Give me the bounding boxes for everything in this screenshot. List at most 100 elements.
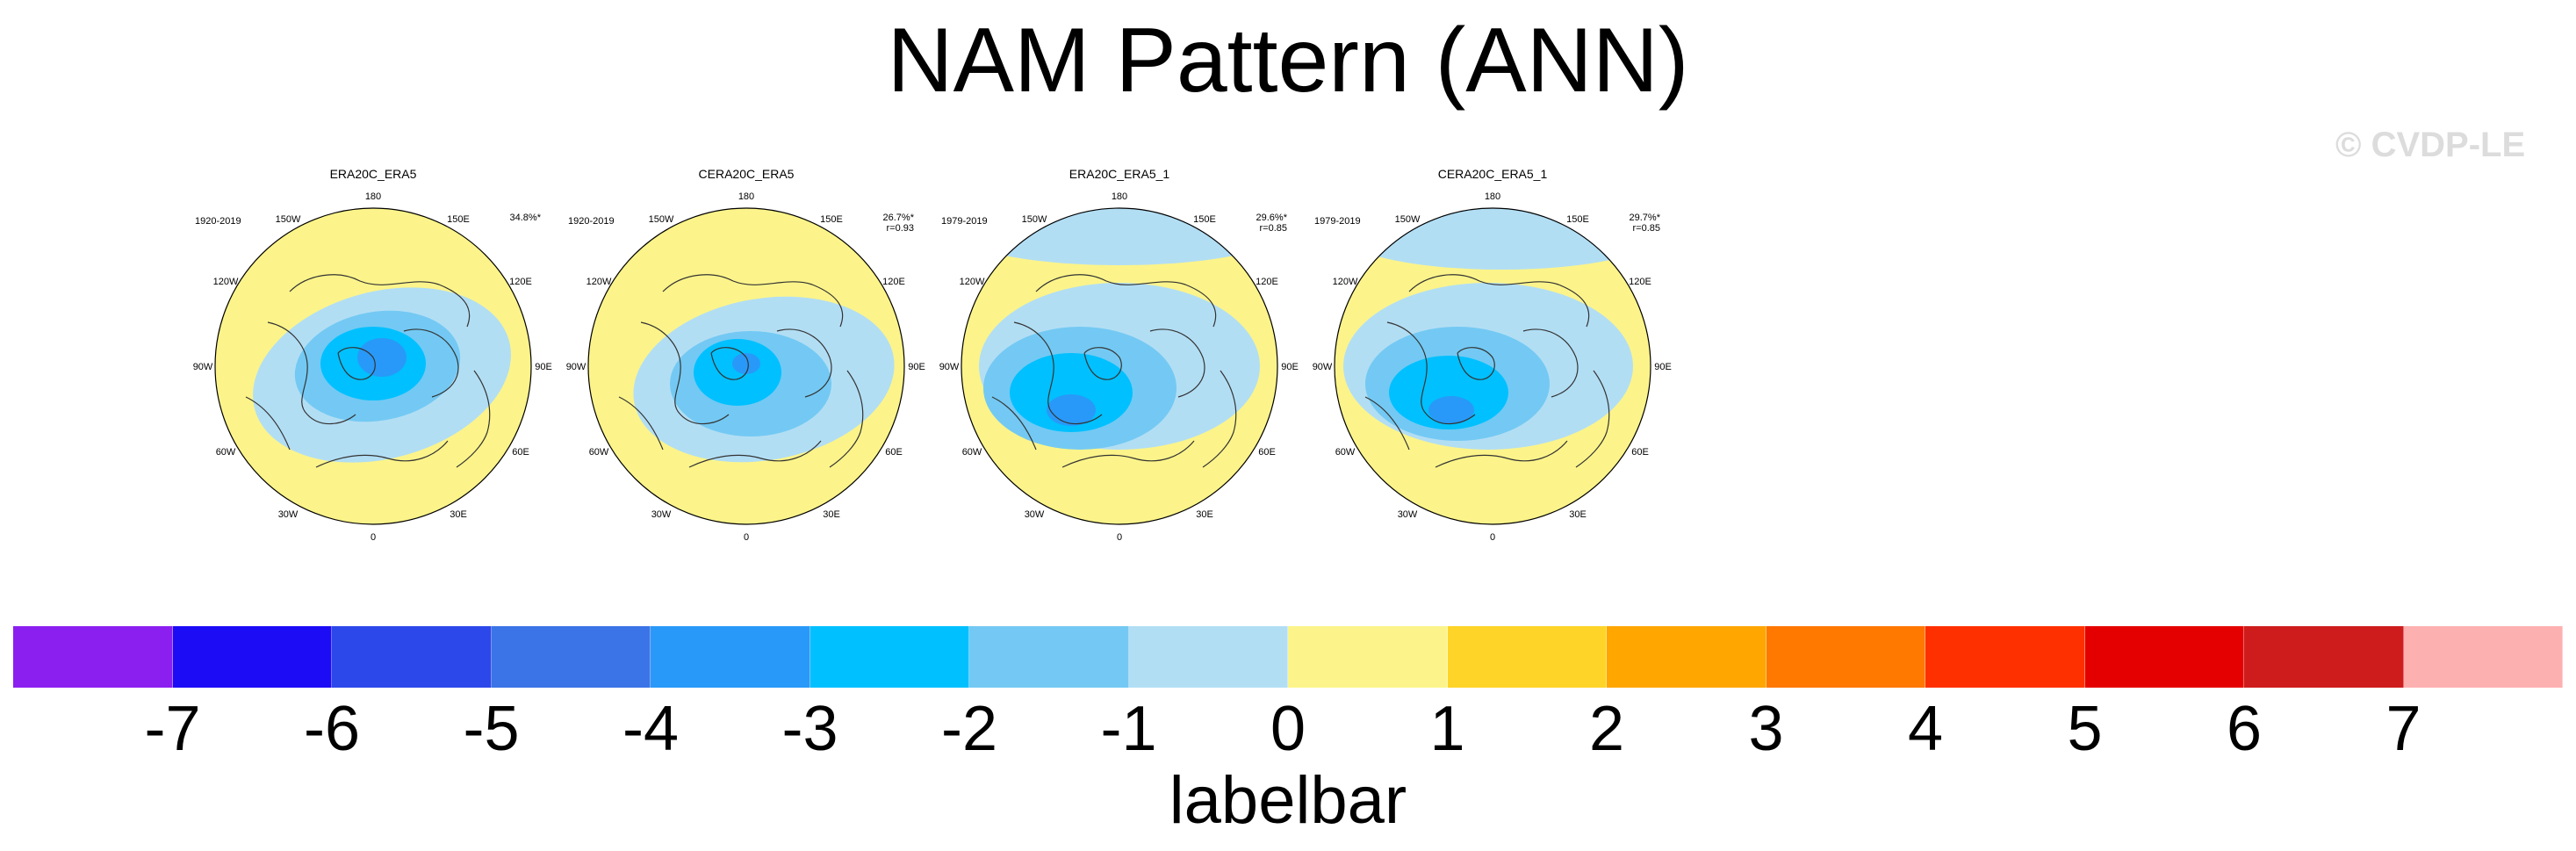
colorbar-tick-label: -4 xyxy=(622,694,680,764)
anomaly-field xyxy=(215,208,531,524)
colorbar-cell xyxy=(1128,626,1288,688)
panel-title: CERA20C_ERA5 xyxy=(698,167,795,181)
panel-correlation: r=0.93 xyxy=(886,223,915,234)
colorbar-tick-label: -2 xyxy=(940,694,998,764)
coastline xyxy=(688,440,822,468)
longitude-label: 120W xyxy=(586,277,612,287)
longitude-label: 60W xyxy=(589,447,609,458)
polar-map: 180 150E 120E 90E 60E 30E 0 30W 60W 90W 120W 150W xyxy=(193,191,552,543)
negative-region xyxy=(1428,396,1474,424)
panel-title: CERA20C_ERA5_1 xyxy=(1437,167,1548,181)
longitude-label: 90W xyxy=(939,362,960,372)
coastline xyxy=(1408,274,1590,328)
longitude-label: 150E xyxy=(820,214,843,225)
longitude-label: 60E xyxy=(885,447,903,458)
panel-stats: 29.6%* r=0.85 xyxy=(1226,213,1287,234)
negative-region xyxy=(1343,208,1651,270)
panel-period: 1979-2019 xyxy=(1314,216,1361,227)
coastline xyxy=(1457,347,1495,380)
colorbar-cell xyxy=(2244,626,2404,688)
longitude-label: 180 xyxy=(1112,191,1127,202)
longitude-label: 150W xyxy=(1022,214,1047,225)
longitude-label: 90E xyxy=(1654,362,1672,372)
panel-stats: 26.7%* r=0.93 xyxy=(853,213,914,234)
longitude-label: 30W xyxy=(651,509,672,520)
colorbar-tick-label: 2 xyxy=(1588,694,1625,764)
panel-correlation: r=0.85 xyxy=(1259,223,1288,234)
longitude-label: 150E xyxy=(447,214,470,225)
longitude-label: 90E xyxy=(535,362,552,372)
longitude-label: 30W xyxy=(1025,509,1045,520)
coastline xyxy=(710,347,749,380)
panel-period: 1979-2019 xyxy=(941,216,988,227)
coastline xyxy=(1522,328,1579,398)
longitude-label: 90W xyxy=(566,362,586,372)
longitude-label: 180 xyxy=(365,191,381,202)
colorbar-ticks: -7 -6 -5 -4 -3 -2 -1 0 1 2 3 4 5 6 7 xyxy=(0,685,2576,773)
longitude-label: 60W xyxy=(962,447,982,458)
longitude-label: 150E xyxy=(1193,214,1216,225)
coastline xyxy=(991,396,1037,451)
figure-title: NAM Pattern (ANN) xyxy=(887,10,1689,112)
longitude-label: 0 xyxy=(371,532,376,543)
colorbar-cell xyxy=(1288,626,1448,688)
watermark-text: © CVDP-LE xyxy=(2335,126,2526,164)
polar-map: 180 150E 120E 90E 60E 30E 0 30W 60W 90W 120W 150W xyxy=(566,191,925,543)
polar-map: 180 150E 120E 90E 60E 30E 0 30W 60W 90W 120W 150W xyxy=(939,191,1299,543)
colorbar-tick-label: -3 xyxy=(781,694,838,764)
coastline xyxy=(640,321,730,425)
coastlines xyxy=(991,274,1237,468)
coastline xyxy=(1149,328,1205,398)
longitude-label: 120W xyxy=(1333,277,1358,287)
colorbar-cell xyxy=(2403,626,2563,688)
panel-stats: 29.7%* r=0.85 xyxy=(1599,213,1660,234)
coastlines xyxy=(618,274,864,468)
coastline xyxy=(403,328,459,398)
negative-region xyxy=(694,339,781,406)
panel-variance: 26.7%* xyxy=(882,213,914,223)
longitude-label: 120W xyxy=(960,277,985,287)
colorbar-cell xyxy=(13,626,173,688)
coastline xyxy=(1035,274,1217,328)
polar-map: 180 150E 120E 90E 60E 30E 0 30W 60W 90W 120W 150W xyxy=(1313,191,1672,543)
colorbar-tick-label: -5 xyxy=(463,694,520,764)
coastline xyxy=(618,396,664,451)
anomaly-field xyxy=(961,208,1277,524)
longitude-label: 90E xyxy=(908,362,925,372)
map-boundary xyxy=(1334,207,1651,525)
longitude-label: 120E xyxy=(882,277,905,287)
longitude-label: 90W xyxy=(1313,362,1333,372)
colorbar-cell xyxy=(1607,626,1767,688)
coastline xyxy=(456,370,491,468)
map-panel-4: CERA20C_ERA5_1 1979-2019 29.7%* r=0.85 1… xyxy=(1304,167,1681,555)
coastline xyxy=(1013,321,1103,425)
coastline xyxy=(289,274,471,328)
panel-variance: 29.7%* xyxy=(1629,213,1660,223)
coastlines xyxy=(245,274,491,468)
map-boundary xyxy=(214,207,532,525)
coastline xyxy=(1435,440,1568,468)
coastline xyxy=(1061,440,1195,468)
colorbar-label: labelbar xyxy=(1169,763,1407,838)
panel-period: 1920-2019 xyxy=(195,216,241,227)
panel-correlation: r=0.85 xyxy=(1632,223,1661,234)
map-panel-1: ERA20C_ERA5 1920-2019 34.8%* 180 150E 120E… xyxy=(184,167,562,555)
coastline xyxy=(337,347,376,380)
colorbar-cell xyxy=(1925,626,2085,688)
coastline xyxy=(829,370,864,468)
colorbar-cell xyxy=(332,626,492,688)
longitude-label: 0 xyxy=(1490,532,1495,543)
longitude-label: 60E xyxy=(1631,447,1649,458)
coastline xyxy=(315,440,449,468)
colorbar xyxy=(13,626,2563,688)
negative-region xyxy=(1389,356,1508,429)
longitude-label: 90E xyxy=(1281,362,1299,372)
longitude-label: 30E xyxy=(1569,509,1587,520)
coastlines xyxy=(1364,274,1610,468)
colorbar-tick-label: 7 xyxy=(2385,694,2421,764)
coastline xyxy=(1386,321,1476,425)
longitude-label: 180 xyxy=(1485,191,1500,202)
coastline xyxy=(267,321,356,425)
longitude-label: 150W xyxy=(649,214,674,225)
colorbar-tick-label: -6 xyxy=(303,694,361,764)
